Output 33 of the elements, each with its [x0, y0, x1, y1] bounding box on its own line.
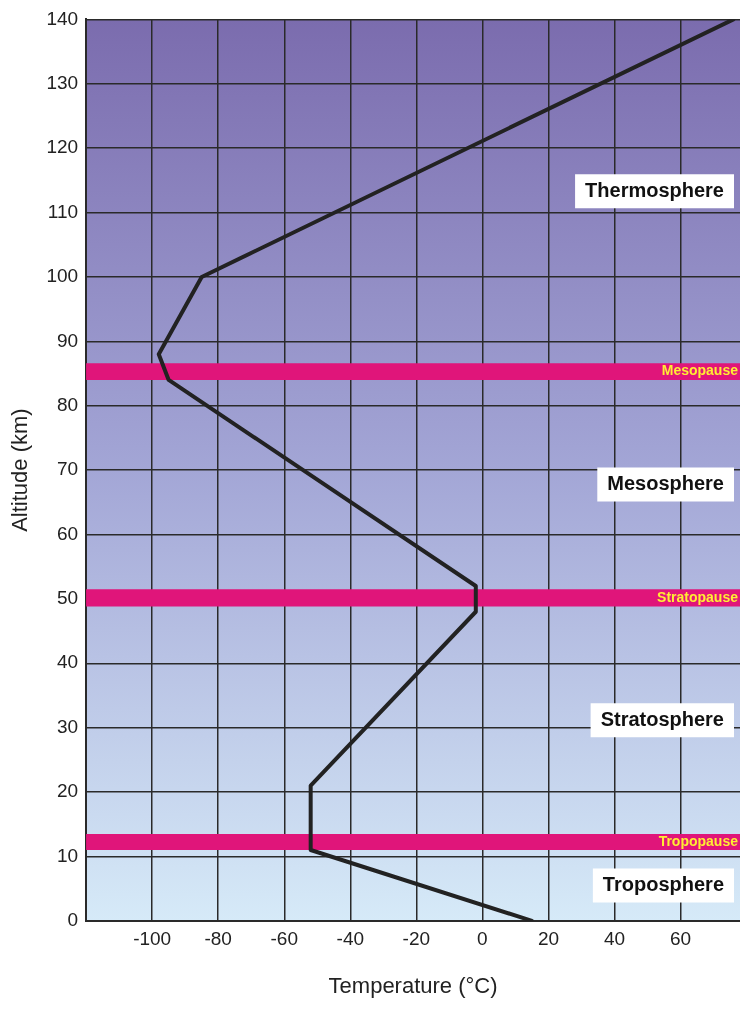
y-tick-label: 70 — [56, 458, 79, 480]
annotation: Mesosphere — [607, 472, 724, 495]
x-tick-label: -40 — [336, 928, 365, 950]
x-axis-title: Temperature (°C) — [328, 972, 498, 998]
band-label: Mesopause — [661, 362, 739, 379]
y-tick-label: 40 — [56, 651, 79, 673]
y-tick-label: 20 — [56, 780, 79, 802]
band-label: Tropopause — [658, 832, 739, 849]
x-tick-label: -20 — [402, 928, 431, 950]
y-axis-title: Altitude (km) — [7, 408, 33, 532]
y-tick-label: 60 — [56, 522, 79, 544]
x-tick-label: 60 — [669, 928, 692, 950]
y-tick-label: 30 — [56, 715, 79, 737]
x-tick-label: 20 — [537, 928, 560, 950]
x-tick-label: -100 — [133, 928, 172, 950]
y-tick-label: 120 — [46, 136, 79, 158]
y-tick-label: 100 — [46, 265, 79, 287]
y-tick-label: 140 — [46, 7, 79, 29]
annotation: Troposphere — [602, 872, 724, 895]
y-tick-label: 110 — [47, 200, 79, 222]
x-tick-label: -80 — [204, 928, 232, 950]
y-tick-label: 130 — [46, 72, 79, 94]
annotation: Stratosphere — [600, 707, 724, 730]
x-tick-label: 0 — [477, 928, 488, 950]
y-tick-label: 90 — [56, 329, 79, 351]
y-tick-label: 80 — [56, 393, 79, 415]
x-tick-label: 40 — [603, 928, 626, 950]
y-tick-label: 10 — [56, 844, 79, 866]
y-tick-label: 0 — [67, 909, 79, 931]
annotation: Thermosphere — [585, 178, 725, 201]
y-tick-label: 50 — [56, 587, 79, 609]
x-tick-label: -60 — [270, 928, 298, 950]
band-label: Stratopause — [657, 588, 739, 605]
